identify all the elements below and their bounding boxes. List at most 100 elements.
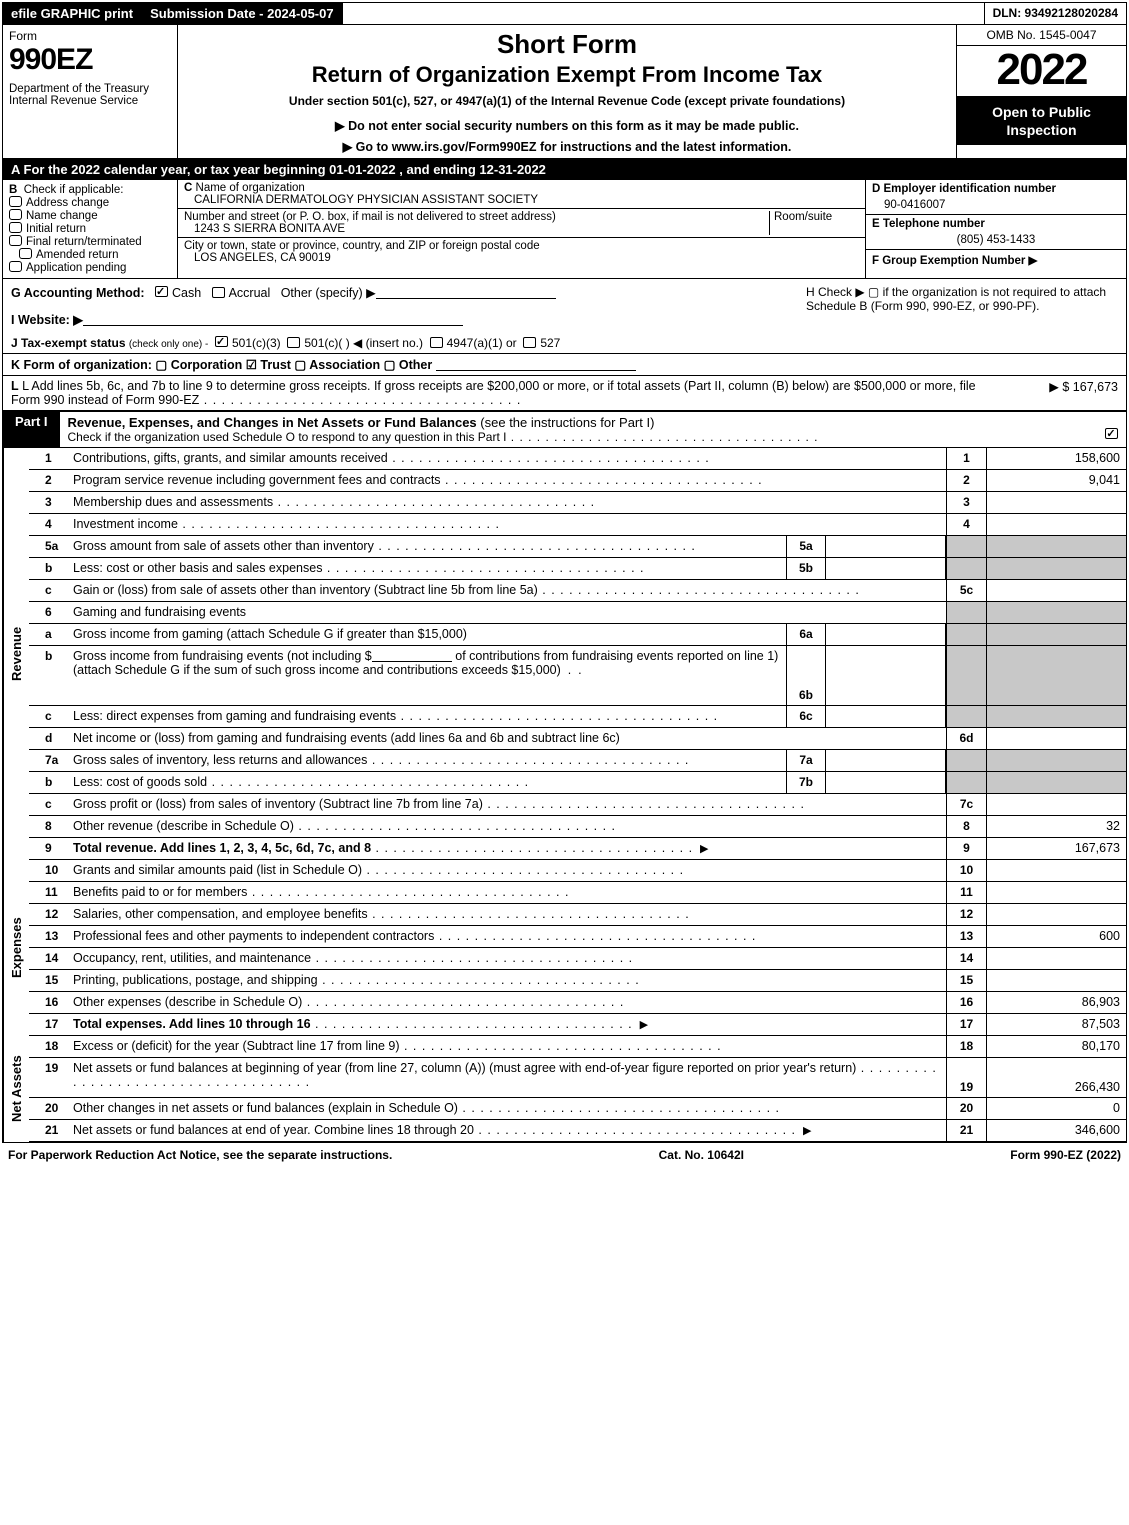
irs-link[interactable]: www.irs.gov/Form990EZ [392,140,537,154]
ln15-num: 15 [29,970,69,991]
row-l: L L Add lines 5b, 6c, and 7b to line 9 t… [3,376,1126,411]
row-k: K Form of organization: ▢ Corporation ☑ … [3,354,1126,376]
form-header: Form 990EZ Department of the Treasury In… [3,25,1126,159]
ln13-num: 13 [29,926,69,947]
c-label: C [184,182,192,194]
ln12-desc: Salaries, other compensation, and employ… [73,907,368,921]
chk-address-change[interactable] [9,196,22,207]
ln9-desc: Total revenue. Add lines 1, 2, 3, 4, 5c,… [73,841,371,855]
column-def: D Employer identification number 90-0416… [866,180,1126,278]
ln4-rn: 4 [946,514,986,535]
ln6c-ibval [826,706,946,727]
lbl-4947: 4947(a)(1) or [447,336,517,350]
ln10-rn: 10 [946,860,986,881]
column-c: C Name of organization CALIFORNIA DERMAT… [178,180,866,278]
lbl-name-change: Name change [26,210,98,222]
ln6b-num: b [29,646,69,705]
section-bcdef: B Check if applicable: Address change Na… [3,180,1126,279]
ln15-rn: 15 [946,970,986,991]
netassets-table: Net Assets 18Excess or (deficit) for the… [3,1036,1126,1142]
ln6-num: 6 [29,602,69,623]
ln5c-rn: 5c [946,580,986,601]
goto-line: ▶ Go to www.irs.gov/Form990EZ for instru… [184,139,950,154]
chk-501c[interactable] [287,337,300,348]
website-row: I Website: ▶ [11,312,798,327]
dln-label: DLN: 93492128020284 [984,3,1126,24]
ln5a-val [986,536,1126,557]
ln7b-val [986,772,1126,793]
chk-initial-return[interactable] [9,222,22,233]
chk-cash[interactable] [155,286,168,297]
k-other-line[interactable] [436,358,636,371]
department-label: Department of the Treasury Internal Reve… [9,83,171,107]
ln6a-num: a [29,624,69,645]
form-word: Form [9,29,171,43]
ln20-val: 0 [986,1098,1126,1119]
ln9-num: 9 [29,838,69,859]
part1-title: Revenue, Expenses, and Changes in Net As… [60,411,1100,448]
ln20-desc: Other changes in net assets or fund bala… [73,1101,458,1115]
phone-row: E Telephone number (805) 453-1433 [866,215,1126,250]
chk-amended-return[interactable] [19,248,32,259]
ln1-desc: Contributions, gifts, grants, and simila… [73,451,388,465]
ln6b-ib: 6b [786,646,826,705]
submission-date-button[interactable]: Submission Date - 2024-05-07 [142,3,343,24]
ln17-desc: Total expenses. Add lines 10 through 16 [73,1017,311,1031]
ln6b-amount-line[interactable] [372,649,452,662]
chk-4947[interactable] [430,337,443,348]
ln17-num: 17 [29,1014,69,1035]
ln21-num: 21 [29,1120,69,1141]
ln7a-ib: 7a [786,750,826,771]
ln17-val: 87,503 [986,1014,1126,1035]
ln15-val [986,970,1126,991]
ln5c-num: c [29,580,69,601]
org-addr: 1243 S SIERRA BONITA AVE [184,223,769,235]
ln11-rn: 11 [946,882,986,903]
lbl-amended-return: Amended return [36,249,118,261]
ln11-val [986,882,1126,903]
ln5b-val [986,558,1126,579]
goto-pre: ▶ Go to [343,140,392,154]
chk-schedule-o[interactable] [1105,428,1118,439]
ln7a-ibval [826,750,946,771]
ln13-desc: Professional fees and other payments to … [73,929,434,943]
ln13-rn: 13 [946,926,986,947]
chk-501c3[interactable] [215,336,228,347]
org-name-row: C Name of organization CALIFORNIA DERMAT… [178,180,865,209]
ln7a-val [986,750,1126,771]
ln7b-ib: 7b [786,772,826,793]
ln2-val: 9,041 [986,470,1126,491]
chk-accrual[interactable] [212,287,225,298]
lbl-other: Other (specify) ▶ [281,286,376,300]
chk-527[interactable] [523,337,536,348]
ln10-num: 10 [29,860,69,881]
form-page: efile GRAPHIC print Submission Date - 20… [2,2,1127,1143]
ln8-rn: 8 [946,816,986,837]
footer-right: Form 990-EZ (2022) [1010,1148,1121,1162]
ln5b-ib: 5b [786,558,826,579]
ln5b-num: b [29,558,69,579]
ln20-num: 20 [29,1098,69,1119]
lbl-501c: 501(c)( ) ◀ (insert no.) [304,336,423,350]
ln18-val: 80,170 [986,1036,1126,1057]
chk-application-pending[interactable] [9,261,22,272]
other-specify-line[interactable] [376,286,556,299]
ln8-desc: Other revenue (describe in Schedule O) [73,819,294,833]
ein-label: D Employer identification number [872,183,1056,195]
goto-post: for instructions and the latest informat… [537,140,792,154]
chk-final-return[interactable] [9,235,22,246]
topbar-spacer [343,3,984,24]
ln7c-num: c [29,794,69,815]
open-to-public: Open to Public Inspection [957,97,1126,145]
ln4-num: 4 [29,514,69,535]
website-line[interactable] [83,313,463,326]
chk-name-change[interactable] [9,209,22,220]
row-g-h: G Accounting Method: Cash Accrual Other … [3,279,1126,333]
ln8-num: 8 [29,816,69,837]
ln12-val [986,904,1126,925]
efile-print-button[interactable]: efile GRAPHIC print [3,3,142,24]
ln19-rn: 19 [946,1058,986,1097]
phone-label: E Telephone number [872,218,985,230]
ln6d-rn: 6d [946,728,986,749]
ln7a-rn [946,750,986,771]
